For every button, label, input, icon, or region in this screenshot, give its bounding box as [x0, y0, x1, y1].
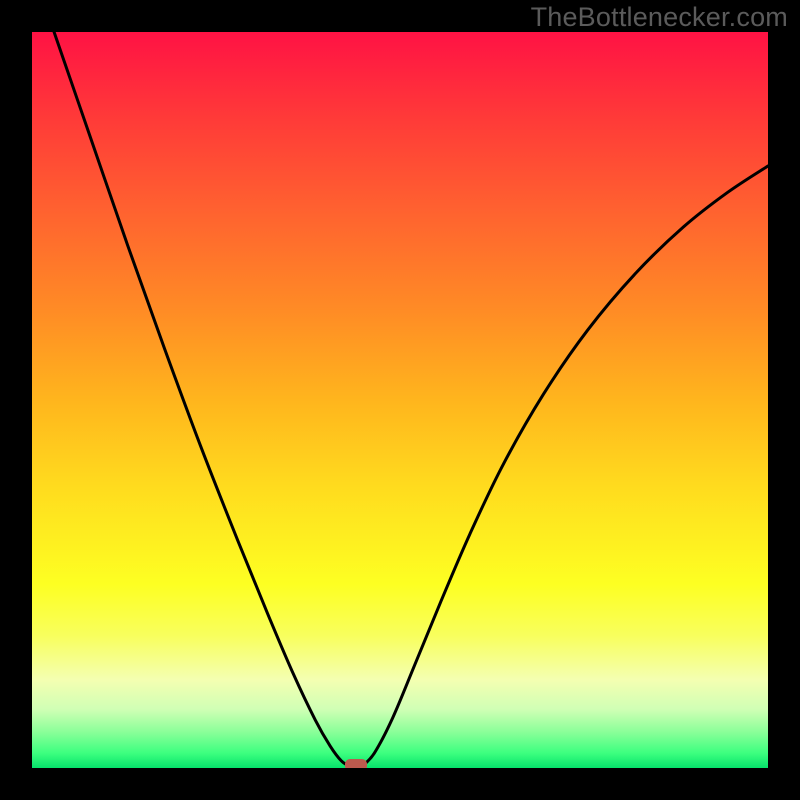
bottleneck-curve-left — [54, 32, 350, 767]
chart-frame: TheBottlenecker.com — [0, 0, 800, 800]
curve-layer — [32, 32, 768, 768]
watermark-text: TheBottlenecker.com — [531, 2, 788, 33]
optimum-marker — [345, 759, 367, 768]
plot-area — [32, 32, 768, 768]
bottleneck-curve-right — [362, 166, 768, 767]
